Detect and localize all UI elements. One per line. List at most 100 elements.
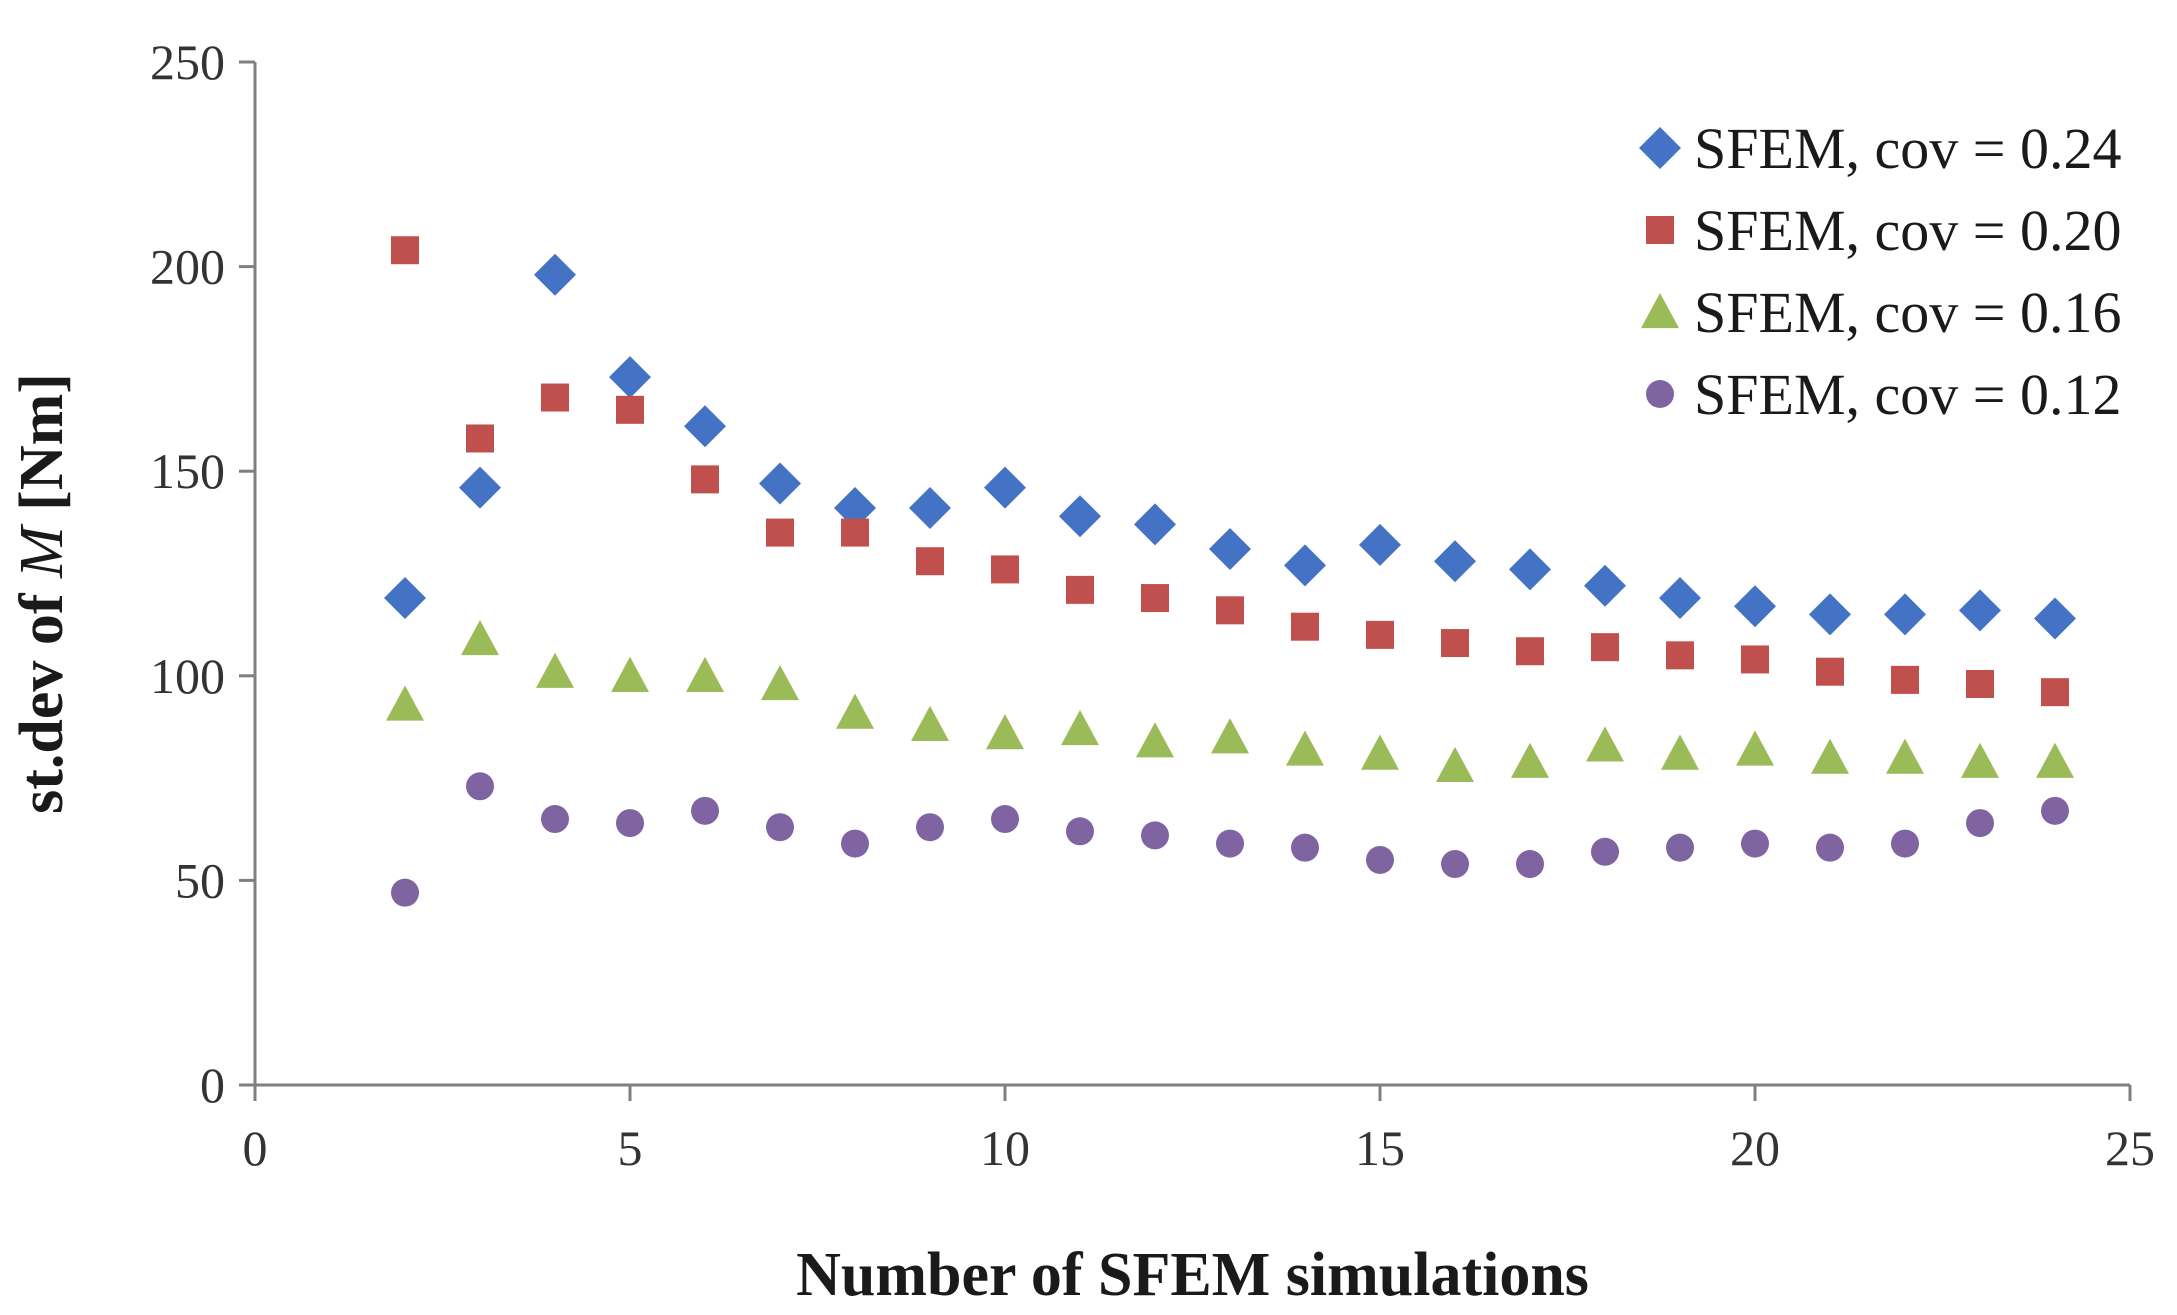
data-point-circle <box>1291 833 1319 862</box>
data-point-circle <box>391 878 419 907</box>
legend: SFEM, cov = 0.24 SFEM, cov = 0.20 SFEM, co… <box>1639 116 2121 427</box>
data-point-triangle <box>1061 709 1099 746</box>
data-point-square <box>391 236 419 265</box>
data-point-triangle <box>1286 730 1324 766</box>
axes <box>253 62 2130 1087</box>
data-point-circle <box>1666 833 1694 862</box>
data-point-circle <box>1066 817 1094 846</box>
data-point-circle <box>466 772 494 801</box>
data-point-square <box>1741 645 1769 674</box>
legend-label: SFEM, cov = 0.24 <box>1694 116 2121 181</box>
y-tick-label: 0 <box>200 1057 225 1113</box>
data-point-circle <box>991 805 1019 834</box>
data-point-diamond <box>909 487 951 530</box>
data-point-triangle <box>536 652 574 688</box>
data-point-circle <box>1366 845 1394 874</box>
series-square-group <box>391 236 2069 707</box>
data-point-square <box>1216 596 1244 625</box>
legend-marker-triangle <box>1641 293 1679 329</box>
series-layer <box>384 236 2076 907</box>
data-point-triangle <box>1361 734 1399 770</box>
data-point-circle <box>766 813 794 842</box>
data-point-square <box>1066 575 1094 604</box>
data-point-circle <box>916 813 944 842</box>
data-point-square <box>916 547 944 576</box>
data-point-triangle <box>1211 718 1249 754</box>
data-point-square <box>1666 641 1694 670</box>
data-point-square <box>541 383 569 412</box>
data-point-circle <box>2041 796 2069 825</box>
y-tick-label: 250 <box>150 34 225 90</box>
legend-item: SFEM, cov = 0.16 <box>1641 280 2121 345</box>
data-point-circle <box>841 829 869 858</box>
data-point-circle <box>691 796 719 825</box>
data-point-diamond <box>1809 593 1851 636</box>
series-circle-group <box>391 772 2069 907</box>
data-point-square <box>1441 629 1469 658</box>
series-triangle-group <box>386 619 2074 782</box>
data-point-diamond <box>1209 527 1251 570</box>
legend-item: SFEM, cov = 0.20 <box>1646 198 2121 263</box>
data-point-square <box>466 424 494 453</box>
data-point-circle <box>1591 837 1619 866</box>
data-point-triangle <box>686 656 724 692</box>
data-point-diamond <box>1734 585 1776 628</box>
data-point-diamond <box>1584 564 1626 607</box>
data-point-diamond <box>1659 577 1701 620</box>
y-tick-label: 50 <box>175 852 225 908</box>
data-point-diamond <box>1959 589 2001 632</box>
x-ticks: 0 5 10 15 20 25 <box>243 1085 2155 1176</box>
data-point-triangle <box>2036 742 2074 778</box>
data-point-triangle <box>1586 726 1624 762</box>
x-tick-label: 10 <box>980 1120 1030 1176</box>
data-point-diamond <box>759 462 801 505</box>
data-point-square <box>991 555 1019 584</box>
data-point-diamond <box>609 356 651 399</box>
legend-label: SFEM, cov = 0.12 <box>1694 362 2121 427</box>
data-point-square <box>841 518 869 547</box>
data-point-circle <box>616 809 644 838</box>
data-point-diamond <box>684 405 726 448</box>
data-point-diamond <box>1284 544 1326 587</box>
data-point-square <box>616 395 644 424</box>
data-point-circle <box>1141 821 1169 850</box>
data-point-circle <box>1966 809 1994 838</box>
y-tick-label: 100 <box>150 648 225 704</box>
y-tick-label: 200 <box>150 239 225 295</box>
data-point-square <box>1966 669 1994 698</box>
data-point-circle <box>1891 829 1919 858</box>
y-axis-title-suffix: [Nm] <box>8 373 76 526</box>
data-point-diamond <box>384 577 426 620</box>
legend-label: SFEM, cov = 0.20 <box>1694 198 2121 263</box>
legend-label: SFEM, cov = 0.16 <box>1694 280 2121 345</box>
x-tick-label: 25 <box>2105 1120 2155 1176</box>
legend-marker-square <box>1646 216 1674 244</box>
legend-item: SFEM, cov = 0.24 <box>1639 116 2121 181</box>
data-point-triangle <box>1661 734 1699 770</box>
legend-marker-diamond <box>1639 127 1681 169</box>
data-point-square <box>1816 657 1844 686</box>
data-point-diamond <box>459 466 501 509</box>
x-tick-label: 5 <box>618 1120 643 1176</box>
y-axis-title-variable: M <box>8 523 76 579</box>
x-tick-label: 20 <box>1730 1120 1780 1176</box>
y-axis-title: st.dev of M [Nm] <box>8 373 76 814</box>
data-point-diamond <box>2034 597 2076 640</box>
data-point-diamond <box>984 466 1026 509</box>
data-point-square <box>1591 633 1619 662</box>
data-point-square <box>1516 637 1544 666</box>
data-point-diamond <box>1134 503 1176 546</box>
x-tick-label: 15 <box>1355 1120 1405 1176</box>
data-point-triangle <box>911 705 949 742</box>
data-point-triangle <box>386 685 424 721</box>
data-point-triangle <box>986 714 1024 750</box>
data-point-square <box>2041 678 2069 707</box>
legend-marker-circle <box>1646 380 1674 408</box>
x-axis-title: Number of SFEM simulations <box>796 1241 1589 1309</box>
data-point-circle <box>1816 833 1844 862</box>
data-point-circle <box>1516 850 1544 879</box>
data-point-square <box>1891 665 1919 694</box>
x-tick-label: 0 <box>243 1120 268 1176</box>
data-point-triangle <box>1811 738 1849 774</box>
